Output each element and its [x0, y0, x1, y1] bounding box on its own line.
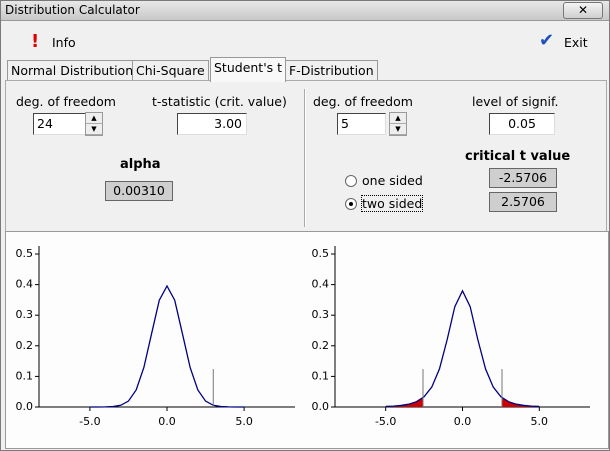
y-tick-label: 0.4: [16, 278, 34, 291]
density-curve: [385, 289, 540, 408]
y-tick-label: 0.0: [312, 400, 330, 413]
tab[interactable]: Chi-Square: [132, 60, 209, 81]
y-tick-label: 0.2: [16, 339, 34, 352]
spinner[interactable]: ▲ ▼: [85, 112, 103, 136]
chart-area: 0.0 0.1 0.2 0.3 0.4 0.5 -5.0 0.0 5.0 0.0 0.1 0.2 0.3…: [5, 231, 609, 449]
shaded-tail: [501, 397, 540, 407]
result: -2.5706: [489, 168, 557, 188]
x-tick-label: 5.0: [235, 415, 253, 428]
dof-input[interactable]: 24: [33, 113, 86, 135]
x-tick-label: 5.0: [531, 415, 549, 428]
x-tick-label: -5.0: [375, 415, 396, 428]
label: critical t value: [465, 149, 571, 164]
result: 2.5706: [489, 192, 557, 212]
y-tick-label: 0.2: [312, 339, 330, 352]
label: deg. of freedom: [16, 94, 116, 109]
info-button[interactable]: Info: [52, 35, 76, 50]
spinner[interactable]: ▲ ▼: [389, 112, 407, 136]
signif-input[interactable]: 0.05: [489, 113, 555, 135]
x-tick-label: -5.0: [79, 415, 100, 428]
charts: 0.0 0.1 0.2 0.3 0.4 0.5 -5.0 0.0 5.0 0.0 0.1 0.2 0.3…: [16, 246, 590, 428]
y-tick-label: 0.5: [16, 247, 34, 260]
window-title: Distribution Calculator: [5, 3, 140, 17]
label: alpha: [120, 157, 161, 172]
y-tick-label: 0.3: [16, 308, 34, 321]
x-tick-label: 0.0: [158, 415, 176, 428]
y-tick-label: 0.5: [312, 247, 330, 260]
radio-label[interactable]: one sided: [362, 173, 423, 188]
close-button[interactable]: ✕: [563, 2, 603, 19]
dof-input[interactable]: 5: [337, 113, 386, 135]
tab-panel: deg. of freedom 24 ▲ ▼ t-statistic (crit.…: [5, 80, 607, 232]
result: 0.00310: [105, 181, 173, 201]
y-tick-label: 0.0: [16, 400, 34, 413]
y-tick-label: 0.1: [16, 369, 34, 382]
x-tick-label: 0.0: [454, 415, 472, 428]
y-tick-label: 0.3: [312, 308, 330, 321]
tab[interactable]: Normal Distribution: [7, 60, 138, 81]
divider: [304, 89, 306, 227]
density-curve: [89, 284, 245, 408]
stat-input[interactable]: 3.00: [177, 113, 247, 135]
radio[interactable]: [345, 198, 357, 210]
tab[interactable]: F-Distribution: [285, 60, 378, 81]
tab-active[interactable]: Student's t: [210, 57, 287, 82]
info-icon: !: [31, 31, 40, 52]
label: deg. of freedom: [313, 94, 413, 109]
title-bar: Distribution Calculator ✕: [1, 1, 609, 21]
exit-button[interactable]: Exit: [564, 35, 588, 50]
radio[interactable]: [345, 175, 357, 187]
exit-icon: ✔: [539, 30, 555, 51]
label: t-statistic (crit. value): [152, 94, 287, 109]
label: level of signif.: [472, 94, 559, 109]
y-tick-label: 0.1: [312, 369, 330, 382]
shaded-tail: [385, 397, 424, 407]
y-tick-label: 0.4: [312, 278, 330, 291]
radio-label[interactable]: two sided: [360, 195, 424, 212]
